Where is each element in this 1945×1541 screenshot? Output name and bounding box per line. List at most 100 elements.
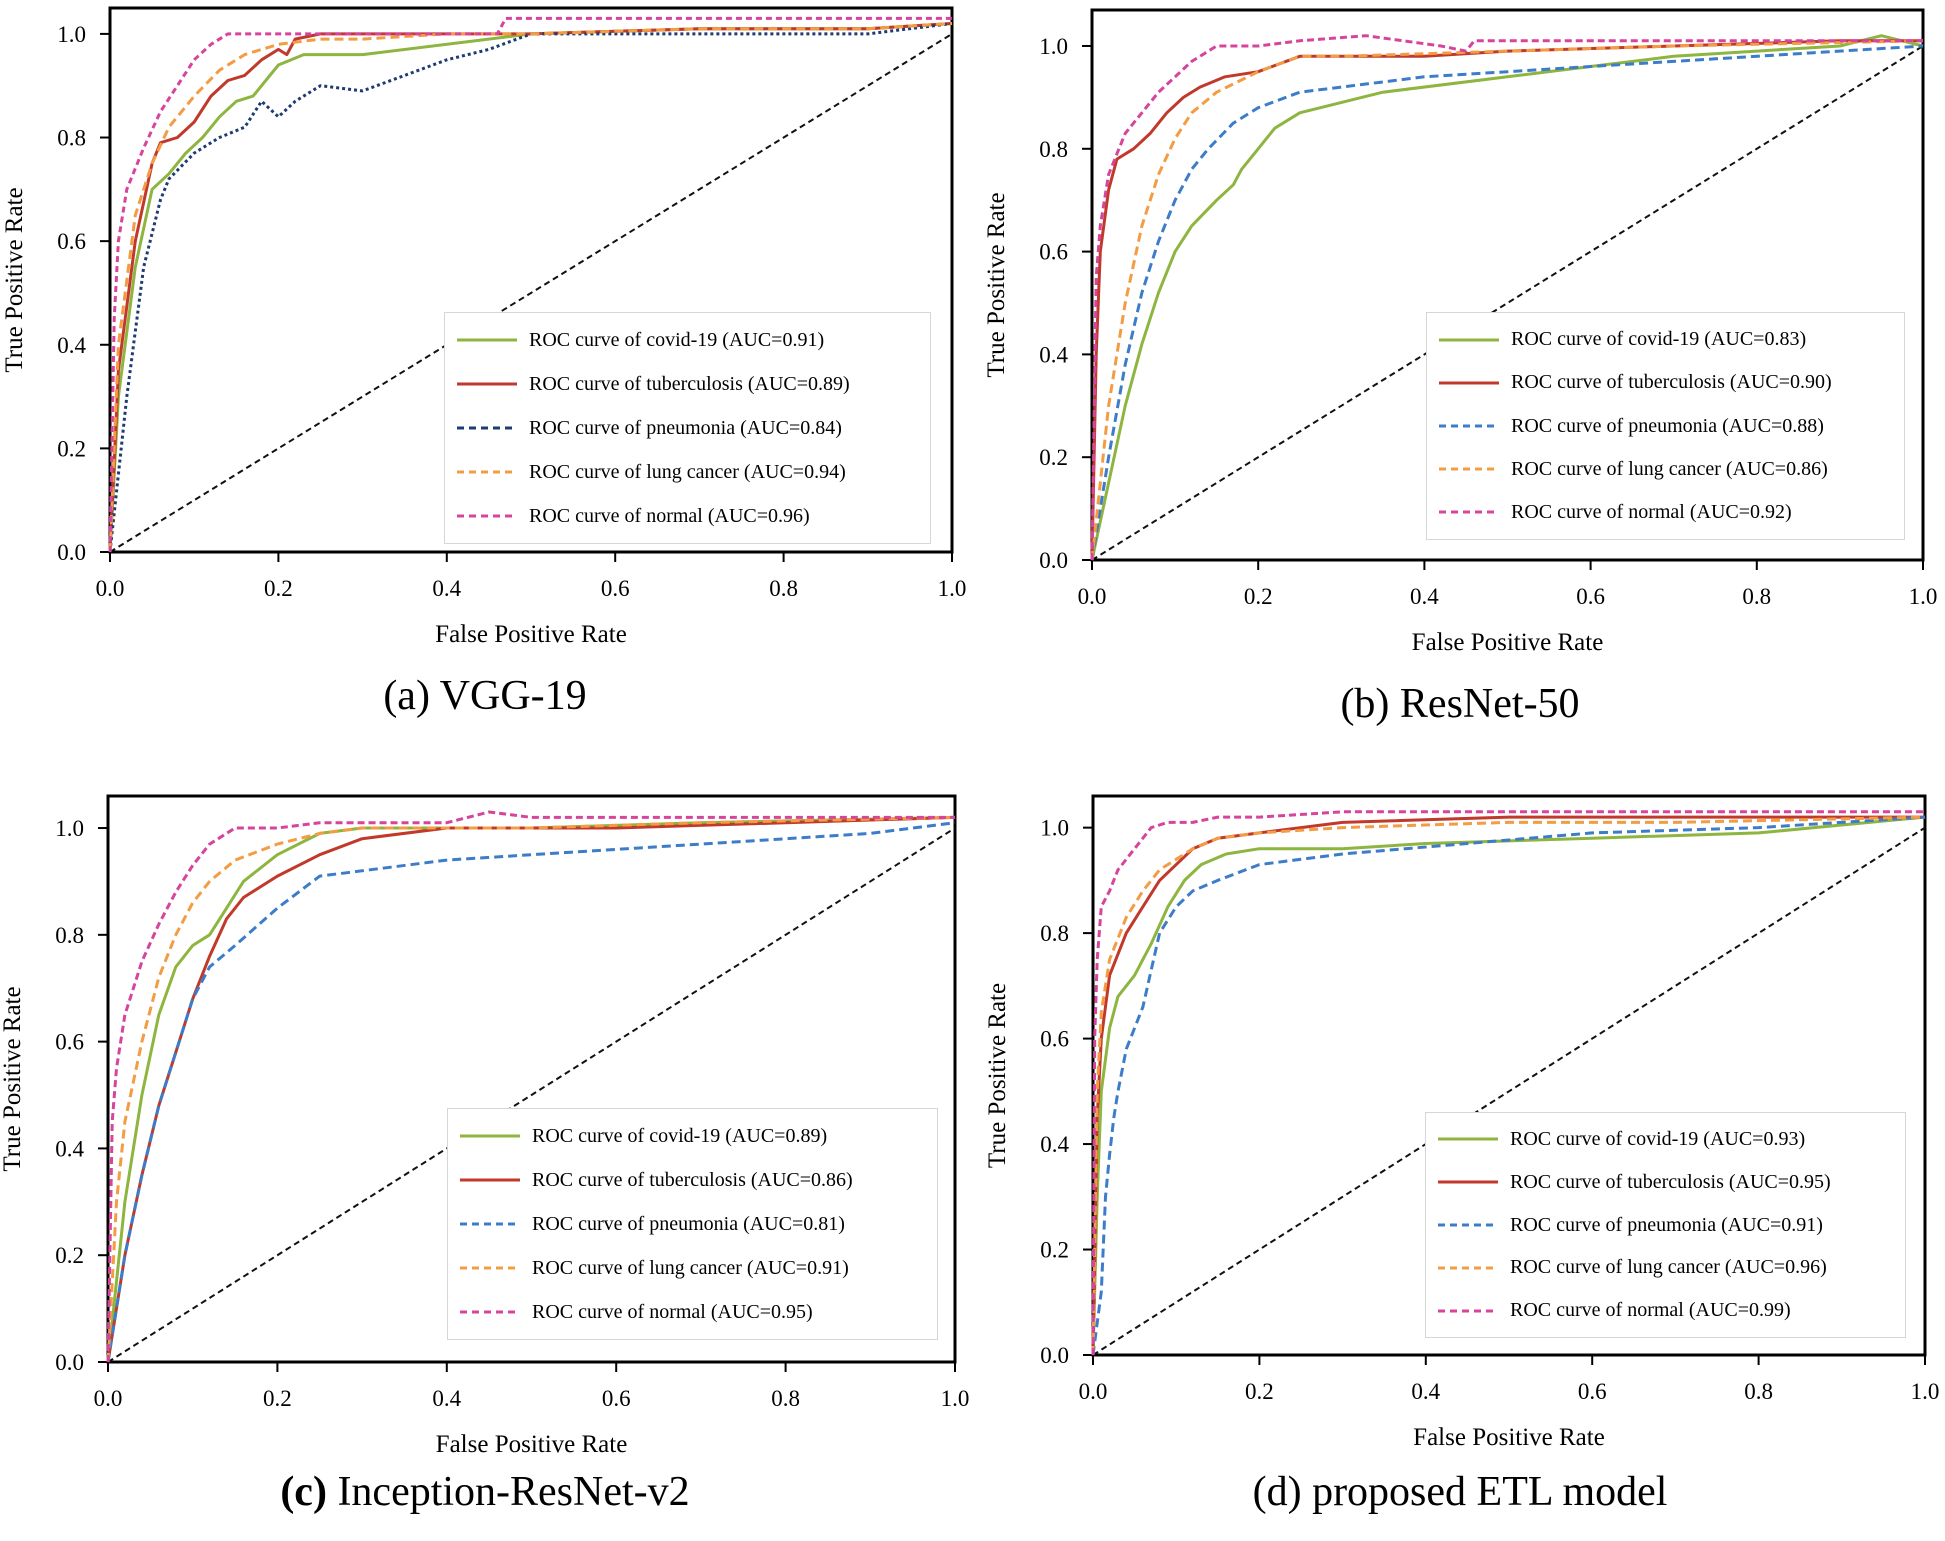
y-tick-label-d-1: 0.2 <box>1040 1238 1069 1263</box>
y-tick-label-b-2: 0.4 <box>1039 342 1068 367</box>
legend-label-a-covid-19: ROC curve of covid-19 (AUC=0.91) <box>529 328 825 351</box>
legend-item-a-tuberculosis: ROC curve of tuberculosis (AUC=0.89) <box>445 364 930 404</box>
x-tick-label-c-1: 0.2 <box>263 1386 292 1411</box>
legend-label-b-pneumonia-light: ROC curve of pneumonia (AUC=0.88) <box>1511 414 1824 437</box>
legend-swatch-b-covid-19 <box>1439 338 1499 342</box>
legend-c: ROC curve of covid-19 (AUC=0.89) ROC curv… <box>447 1108 938 1340</box>
legend-swatch-c-pneumonia-light <box>460 1222 520 1226</box>
legend-label-a-normal: ROC curve of normal (AUC=0.96) <box>529 504 810 527</box>
y-tick-label-c-0: 0.0 <box>55 1350 84 1375</box>
y-tick-label-d-2: 0.4 <box>1040 1132 1069 1157</box>
legend-label-c-pneumonia-light: ROC curve of pneumonia (AUC=0.81) <box>532 1212 845 1235</box>
legend-a: ROC curve of covid-19 (AUC=0.91) ROC curv… <box>444 312 931 544</box>
plot-frame-b <box>1090 8 1925 562</box>
legend-item-b-normal: ROC curve of normal (AUC=0.92) <box>1427 492 1904 532</box>
x-tick-label-b-1: 0.2 <box>1244 584 1273 609</box>
legend-swatch-a-covid-19 <box>457 338 517 342</box>
x-tick-label-c-3: 0.6 <box>602 1386 631 1411</box>
legend-item-a-covid-19: ROC curve of covid-19 (AUC=0.91) <box>445 320 930 360</box>
y-tick-label-d-3: 0.6 <box>1040 1027 1069 1052</box>
caption-b-label: (b) <box>1340 681 1390 727</box>
legend-label-b-covid-19: ROC curve of covid-19 (AUC=0.83) <box>1511 328 1807 351</box>
series-line-a-normal <box>108 16 952 553</box>
legend-item-b-pneumonia-light: ROC curve of pneumonia (AUC=0.88) <box>1427 406 1904 446</box>
legend-swatch-a-lung-cancer <box>457 470 517 474</box>
y-axis-label-c: True Positive Rate <box>0 986 26 1171</box>
x-tick-label-d-3: 0.6 <box>1578 1379 1607 1404</box>
chart-panel-c: 0.0 0.2 0.4 0.6 0.8 1.0 0.0 0.2 0.4 0.6 0.8 1.0 Fals… <box>0 790 970 1541</box>
caption-c-text: Inception-ResNet-v2 <box>326 1469 690 1515</box>
legend-swatch-a-normal <box>457 514 517 518</box>
legend-item-c-lung-cancer: ROC curve of lung cancer (AUC=0.91) <box>448 1248 937 1288</box>
series-line-d-lung-cancer <box>1091 815 1926 1356</box>
caption-b: (b) ResNet-50 <box>975 680 1945 728</box>
chart-panel-b: 0.0 0.2 0.4 0.6 0.8 1.0 0.0 0.2 0.4 0.6 0.8 1.0 Fals… <box>975 0 1945 760</box>
series-line-b-pneumonia-light <box>1090 44 1924 561</box>
legend-label-b-lung-cancer: ROC curve of lung cancer (AUC=0.86) <box>1511 457 1828 480</box>
legend-item-b-covid-19: ROC curve of covid-19 (AUC=0.83) <box>1427 320 1904 360</box>
x-tick-label-a-0: 0.0 <box>96 576 125 601</box>
legend-label-d-lung-cancer: ROC curve of lung cancer (AUC=0.96) <box>1510 1256 1827 1279</box>
y-tick-label-b-4: 0.8 <box>1039 137 1068 162</box>
legend-item-a-pneumonia: ROC curve of pneumonia (AUC=0.84) <box>445 408 930 448</box>
x-tick-label-a-5: 1.0 <box>938 576 967 601</box>
roc-chart-d: 0.0 0.2 0.4 0.6 0.8 1.0 0.0 0.2 0.4 0.6 0.8 1.0 Fals… <box>984 794 1940 1451</box>
legend-swatch-c-covid-19 <box>460 1134 520 1138</box>
legend-swatch-d-tuberculosis <box>1438 1180 1498 1184</box>
caption-a-label: (a) <box>383 673 430 719</box>
x-tick-label-a-2: 0.4 <box>432 576 461 601</box>
x-tick-label-d-1: 0.2 <box>1245 1379 1274 1404</box>
series-line-b-tuberculosis <box>1090 39 1923 561</box>
chance-diagonal-a <box>109 33 953 553</box>
legend-label-b-normal: ROC curve of normal (AUC=0.92) <box>1511 500 1792 523</box>
y-tick-label-a-4: 0.8 <box>57 126 86 151</box>
series-line-b-lung-cancer <box>1090 39 1924 561</box>
legend-label-c-covid-19: ROC curve of covid-19 (AUC=0.89) <box>532 1124 828 1147</box>
caption-a: (a) VGG-19 <box>0 672 970 720</box>
x-tick-label-d-4: 0.8 <box>1744 1379 1773 1404</box>
roc-chart-b: 0.0 0.2 0.4 0.6 0.8 1.0 0.0 0.2 0.4 0.6 0.8 1.0 Fals… <box>983 8 1937 656</box>
x-tick-label-c-0: 0.0 <box>94 1386 123 1411</box>
legend-item-d-lung-cancer: ROC curve of lung cancer (AUC=0.96) <box>1426 1248 1905 1288</box>
roc-chart-a: 0.0 0.2 0.4 0.6 0.8 1.0 0.0 0.2 0.4 0.6 0.8 1.0 Fals… <box>1 6 967 648</box>
plot-frame-c <box>106 794 957 1364</box>
legend-item-d-normal: ROC curve of normal (AUC=0.99) <box>1426 1291 1905 1331</box>
y-tick-label-c-1: 0.2 <box>55 1243 84 1268</box>
x-tick-label-d-2: 0.4 <box>1411 1379 1440 1404</box>
legend-label-d-pneumonia-light: ROC curve of pneumonia (AUC=0.91) <box>1510 1213 1823 1236</box>
series-line-a-lung-cancer <box>108 22 953 553</box>
x-tick-label-d-5: 1.0 <box>1911 1379 1940 1404</box>
y-tick-label-c-5: 1.0 <box>55 816 84 841</box>
plot-frame-d <box>1091 794 1927 1357</box>
x-tick-label-a-1: 0.2 <box>264 576 293 601</box>
legend-item-a-lung-cancer: ROC curve of lung cancer (AUC=0.94) <box>445 452 930 492</box>
y-tick-label-b-0: 0.0 <box>1039 548 1068 573</box>
legend-swatch-a-pneumonia <box>457 426 517 430</box>
plot-frame-a <box>108 6 954 554</box>
x-tick-label-a-3: 0.6 <box>601 576 630 601</box>
chance-diagonal-d <box>1092 826 1926 1356</box>
legend-item-b-tuberculosis: ROC curve of tuberculosis (AUC=0.90) <box>1427 363 1904 403</box>
y-tick-label-d-5: 1.0 <box>1040 816 1069 841</box>
chart-panel-a: 0.0 0.2 0.4 0.6 0.8 1.0 0.0 0.2 0.4 0.6 0.8 1.0 Fals… <box>0 0 970 760</box>
legend-swatch-d-normal <box>1438 1309 1498 1313</box>
series-line-c-pneumonia-light <box>106 821 956 1363</box>
legend-label-d-normal: ROC curve of normal (AUC=0.99) <box>1510 1299 1791 1322</box>
legend-item-c-pneumonia-light: ROC curve of pneumonia (AUC=0.81) <box>448 1204 937 1244</box>
legend-item-d-covid-19: ROC curve of covid-19 (AUC=0.93) <box>1426 1119 1905 1159</box>
legend-b: ROC curve of covid-19 (AUC=0.83) ROC curv… <box>1426 312 1905 540</box>
caption-d-label: (d) <box>1252 1469 1302 1515</box>
caption-d-text: proposed ETL model <box>1301 1469 1668 1515</box>
x-tick-label-b-3: 0.6 <box>1576 584 1605 609</box>
legend-swatch-c-normal <box>460 1310 520 1314</box>
legend-swatch-b-tuberculosis <box>1439 381 1499 385</box>
y-tick-label-a-2: 0.4 <box>57 333 86 358</box>
chance-diagonal-b <box>1091 45 1924 561</box>
series-line-c-normal <box>106 810 955 1363</box>
legend-item-c-normal: ROC curve of normal (AUC=0.95) <box>448 1292 937 1332</box>
legend-label-c-normal: ROC curve of normal (AUC=0.95) <box>532 1300 813 1323</box>
legend-swatch-b-lung-cancer <box>1439 467 1499 471</box>
caption-c: (c) Inception-ResNet-v2 <box>0 1468 970 1516</box>
legend-swatch-b-pneumonia-light <box>1439 424 1499 428</box>
series-line-b-normal <box>1090 34 1923 561</box>
